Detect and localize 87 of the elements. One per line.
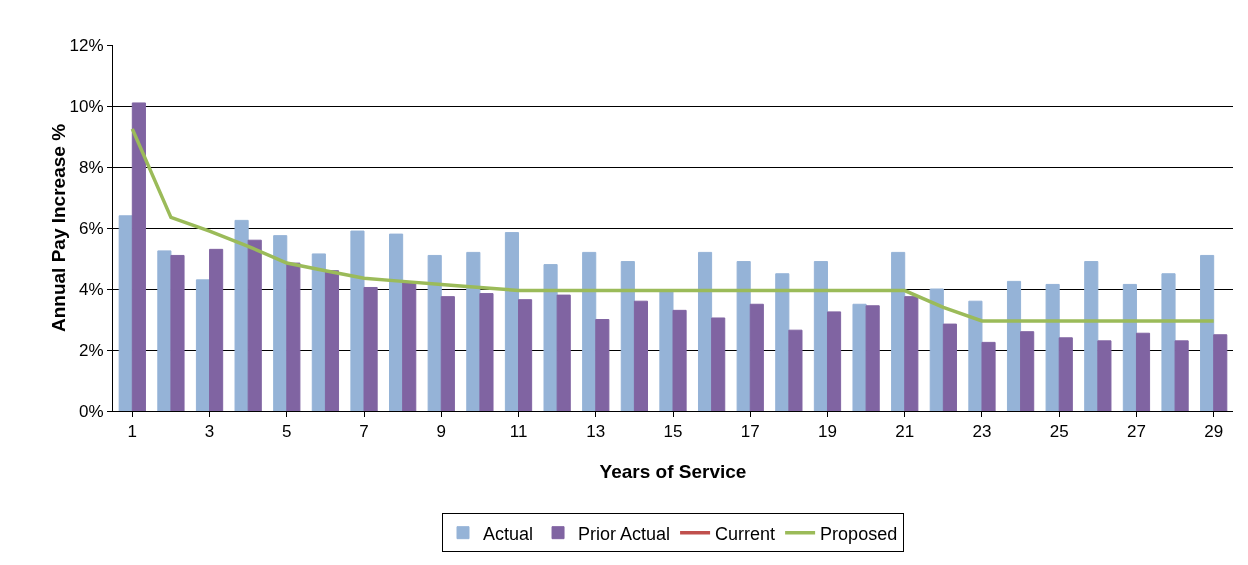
bar [427, 254, 442, 411]
bar [1020, 331, 1035, 411]
x-tick-label: 17 [740, 422, 760, 442]
bar [247, 239, 262, 411]
y-axis-title: Annual Pay Increase % [48, 123, 69, 333]
bar [672, 309, 687, 411]
bar [1097, 340, 1112, 411]
bar [904, 296, 919, 411]
bar [1006, 280, 1022, 411]
bar [929, 288, 944, 411]
bar [1084, 261, 1099, 411]
x-tick-label: 9 [436, 422, 447, 442]
bar [582, 251, 597, 411]
x-tick-label: 27 [1126, 422, 1146, 442]
bar [891, 251, 906, 411]
y-tick-label: 4% [79, 279, 104, 299]
bar [633, 300, 649, 411]
x-tick-label: 7 [359, 422, 369, 442]
bar [1058, 337, 1073, 411]
legend-label: Prior Actual [578, 523, 671, 544]
y-tick-label: 6% [79, 218, 104, 238]
bar [311, 253, 326, 411]
x-tick-label: 3 [204, 422, 215, 442]
bar [659, 290, 674, 411]
bar [788, 329, 803, 411]
x-tick-label: 15 [663, 422, 683, 442]
bar [466, 251, 481, 411]
bar [363, 286, 378, 411]
bar [504, 232, 520, 411]
bar [402, 282, 417, 411]
bar [1135, 332, 1151, 411]
bar [131, 102, 146, 411]
legend-label: Proposed [820, 523, 898, 544]
bar [518, 299, 533, 411]
bar [286, 262, 301, 411]
bar [865, 305, 880, 411]
bar [826, 311, 842, 411]
x-tick-label: 21 [895, 422, 915, 442]
bar [389, 233, 404, 411]
bar [1122, 283, 1137, 411]
bar [440, 296, 455, 411]
bar [1045, 283, 1060, 411]
bar [195, 279, 211, 411]
y-tick-label: 12% [69, 35, 104, 55]
x-tick-label: 23 [972, 422, 992, 442]
legend-label: Actual [483, 523, 534, 544]
y-tick-label: 8% [79, 157, 104, 177]
bar [324, 270, 340, 411]
bar [711, 317, 726, 411]
bar [942, 323, 957, 411]
y-tick-label: 2% [79, 340, 104, 360]
line-series [130, 127, 1216, 323]
bar [1161, 273, 1176, 411]
bar [775, 273, 790, 411]
bar [273, 235, 288, 411]
x-tick-label: 19 [818, 422, 837, 442]
bar [479, 293, 494, 411]
bar [620, 261, 635, 411]
bar [813, 261, 828, 411]
x-tick-label: 29 [1204, 422, 1224, 442]
bar [852, 303, 867, 411]
bar [697, 251, 713, 411]
x-tick-label: 11 [509, 422, 528, 442]
x-axis-title: Years of Service [599, 461, 747, 482]
x-tick-label: 25 [1049, 422, 1069, 442]
y-tick-label: 10% [69, 96, 104, 116]
x-tick-label: 1 [127, 422, 138, 442]
bar [543, 264, 558, 411]
bar [1174, 340, 1189, 411]
bar [968, 300, 983, 411]
bar [209, 248, 224, 411]
bar [981, 341, 996, 411]
legend-label: Current [715, 523, 776, 544]
x-tick-label: 5 [282, 422, 292, 442]
bar [170, 254, 185, 411]
bar [234, 219, 249, 411]
x-tick-label: 13 [586, 422, 606, 442]
bar [157, 250, 172, 411]
bar [1200, 254, 1215, 411]
bar [1213, 334, 1228, 411]
bar [595, 319, 610, 411]
bar [736, 261, 751, 411]
y-tick-label: 0% [79, 401, 104, 421]
bar [556, 294, 571, 411]
bar [350, 230, 365, 411]
bar [749, 303, 764, 411]
bar [118, 215, 133, 411]
